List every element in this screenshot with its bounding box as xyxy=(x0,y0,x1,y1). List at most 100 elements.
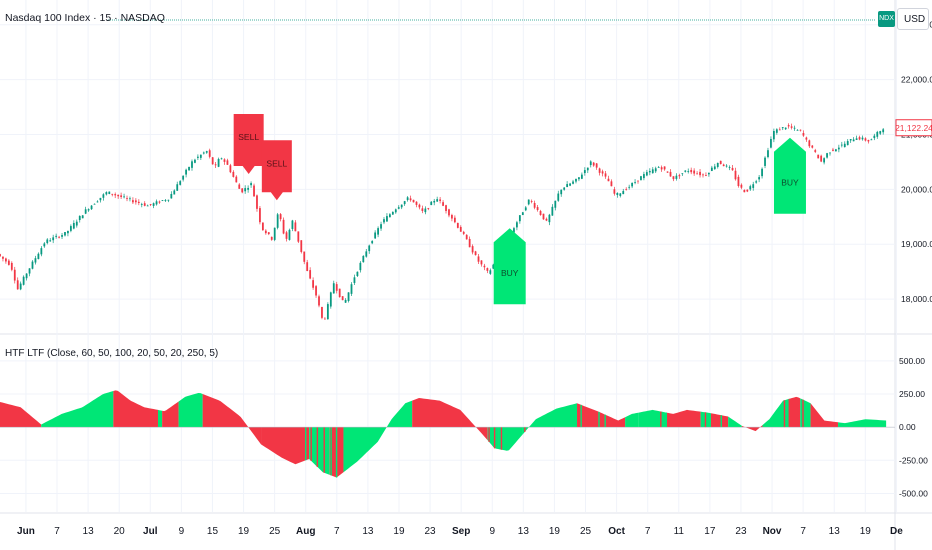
candle xyxy=(229,163,232,174)
candle-body xyxy=(802,133,805,136)
candle xyxy=(332,280,335,294)
candle-body xyxy=(2,256,4,259)
candle-body xyxy=(155,201,158,205)
candle xyxy=(557,190,560,202)
candle-body xyxy=(202,152,205,154)
candle xyxy=(235,175,238,183)
histogram-segment xyxy=(487,427,499,450)
histogram-segment xyxy=(162,401,179,428)
candle-body xyxy=(840,144,843,146)
candle-body xyxy=(572,181,574,184)
candle-body xyxy=(790,126,793,128)
candle-body xyxy=(114,194,117,196)
candle xyxy=(69,224,72,233)
symbol-badge[interactable]: NDX xyxy=(878,11,895,27)
candle-body xyxy=(185,169,187,175)
candle xyxy=(220,157,223,160)
candle-body xyxy=(835,149,837,152)
histogram-stripe xyxy=(802,399,804,428)
candle xyxy=(318,294,320,308)
candle-body xyxy=(188,166,190,171)
candle-body xyxy=(725,165,728,167)
candle-body xyxy=(350,284,353,294)
candle xyxy=(152,202,155,209)
candle-body xyxy=(344,299,347,303)
candle xyxy=(338,288,341,298)
candle xyxy=(539,209,542,216)
candle xyxy=(350,282,353,296)
histogram-stripe xyxy=(330,427,332,476)
candle-body xyxy=(471,246,474,253)
candle xyxy=(699,169,701,178)
candle xyxy=(687,168,690,174)
candle-body xyxy=(341,296,344,301)
candle-body xyxy=(451,215,453,219)
time-tick-label: 13 xyxy=(518,526,530,537)
histogram-segment xyxy=(710,413,729,428)
histogram-stripe xyxy=(316,427,319,467)
candle-body xyxy=(731,167,734,171)
candle-body xyxy=(462,231,465,234)
histogram-segment xyxy=(741,425,763,432)
candle xyxy=(102,193,105,201)
candle xyxy=(799,129,802,132)
candle-body xyxy=(625,189,628,191)
candle-body xyxy=(223,159,226,162)
candle-body xyxy=(25,273,28,279)
time-tick-label: De xyxy=(890,526,903,537)
candle xyxy=(764,156,766,169)
candle-body xyxy=(879,131,882,134)
candle-body xyxy=(67,230,69,234)
last-price-box xyxy=(895,119,932,137)
vertical-grid xyxy=(25,0,897,512)
candle xyxy=(521,211,524,216)
candle xyxy=(383,217,385,225)
candle-body xyxy=(383,219,385,223)
candle-body xyxy=(261,222,264,231)
candle-body xyxy=(253,185,255,197)
candle-body xyxy=(0,254,1,257)
candle-body xyxy=(445,205,447,211)
candle xyxy=(197,154,199,161)
time-tick-label: 15 xyxy=(207,526,219,537)
sell-signal: SELL xyxy=(233,113,264,174)
candle xyxy=(182,175,185,182)
candle-body xyxy=(601,171,604,174)
candle-body xyxy=(474,251,477,256)
candle xyxy=(7,259,10,266)
candle xyxy=(28,268,31,277)
candle-body xyxy=(173,190,176,195)
chart-title: Nasdaq 100 Index · 15 · NASDAQ xyxy=(5,12,165,24)
candle-body xyxy=(521,212,524,216)
candle-body xyxy=(604,173,607,177)
candle-body xyxy=(182,175,185,180)
candle xyxy=(81,215,84,219)
candle-body xyxy=(96,201,99,203)
candle-body xyxy=(557,193,560,201)
histogram-stripe xyxy=(323,427,325,473)
candle xyxy=(365,248,368,258)
candle xyxy=(445,204,447,214)
candle xyxy=(767,147,769,159)
candle-body xyxy=(770,139,772,148)
candle xyxy=(690,167,693,175)
candle xyxy=(13,266,16,284)
candle-body xyxy=(480,260,483,265)
candle-body xyxy=(583,170,586,174)
candle-body xyxy=(752,184,755,188)
candle-body xyxy=(663,166,666,170)
histogram-segment xyxy=(810,403,839,428)
candle xyxy=(710,165,713,172)
currency-badge[interactable]: USD xyxy=(897,8,929,30)
histogram-stripe xyxy=(493,427,496,449)
histogram-stripe xyxy=(788,398,790,428)
indicator-title[interactable]: HTF LTF (Close, 60, 50, 100, 20, 50, 20,… xyxy=(5,348,219,359)
candle xyxy=(527,199,530,206)
buy-signal: BUY xyxy=(493,228,526,305)
candle-body xyxy=(102,194,105,198)
candle xyxy=(273,227,276,242)
candle xyxy=(829,152,831,156)
candle-body xyxy=(669,171,672,177)
candle xyxy=(185,168,187,178)
